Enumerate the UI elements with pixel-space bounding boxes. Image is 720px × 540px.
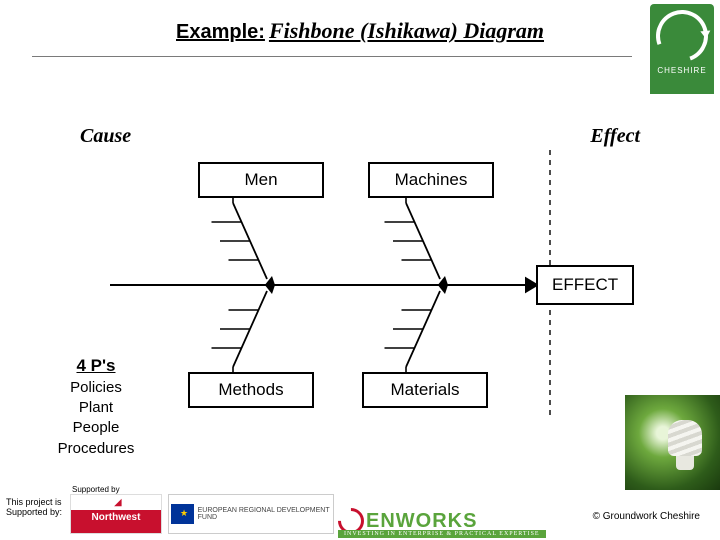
groundwork-logo: CHESHIRE <box>650 4 714 94</box>
copyright: © Groundwork Cheshire <box>593 511 700 522</box>
footer: Supported by This project isSupported by… <box>0 480 720 540</box>
bulb-icon <box>668 420 702 472</box>
four-ps-item: People <box>36 418 156 438</box>
title-main: Fishbone (Ishikawa) Diagram <box>269 18 544 43</box>
category-box-men: Men <box>198 162 324 198</box>
supported-by-small: Supported by <box>72 485 120 494</box>
support-text: This project isSupported by: <box>6 498 62 518</box>
effect-box: EFFECT <box>536 265 634 305</box>
logo-region: CHESHIRE <box>657 66 706 75</box>
title-prefix: Example: <box>176 21 265 43</box>
cause-heading: Cause <box>80 125 131 148</box>
effect-heading: Effect <box>590 125 640 148</box>
category-box-methods: Methods <box>188 372 314 408</box>
enworks-tagline: INVESTING IN ENTERPRISE & PRACTICAL EXPE… <box>338 530 546 538</box>
logo-arc-icon <box>647 1 716 70</box>
effect-box-label: EFFECT <box>552 275 618 294</box>
title-underline <box>32 56 632 57</box>
category-box-machines: Machines <box>368 162 494 198</box>
slide-title: Example: Fishbone (Ishikawa) Diagram <box>0 18 720 44</box>
four-ps-title: 4 P's <box>36 355 156 378</box>
four-ps-item: Policies <box>36 378 156 398</box>
eu-erdf-logo: EUROPEAN REGIONAL DEVELOPMENT FUND <box>168 494 334 534</box>
cfl-bulb-photo <box>625 395 720 490</box>
four-ps-item: Procedures <box>36 439 156 459</box>
category-box-materials: Materials <box>362 372 488 408</box>
four-ps-panel: 4 P's PoliciesPlantPeopleProcedures <box>36 355 156 459</box>
eu-flag-icon <box>171 504 194 524</box>
northwest-logo: ◢ Northwest <box>70 494 162 534</box>
four-ps-item: Plant <box>36 398 156 418</box>
